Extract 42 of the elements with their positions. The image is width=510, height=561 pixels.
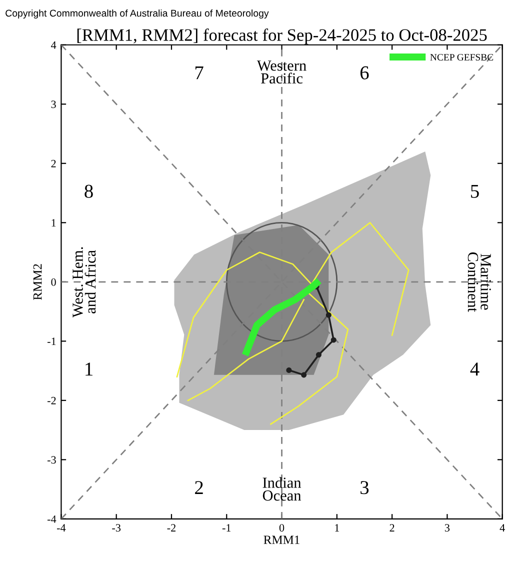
y-tick-label: 3: [51, 100, 56, 108]
annotation: 2: [195, 481, 203, 494]
point: [316, 352, 322, 358]
x-axis-title: RMM1: [264, 536, 300, 544]
annotation: 1: [86, 362, 92, 376]
y-tick-label: 2: [51, 160, 56, 168]
point: [330, 337, 336, 343]
x-tick-label: -3: [112, 524, 121, 532]
point: [326, 312, 332, 318]
annotation: Maritime Continent: [468, 252, 491, 312]
x-tick-label: 1: [335, 524, 340, 532]
annotation: 3: [360, 481, 369, 494]
text: Copyright Commonwealth of Australia Bureau of Meteorology: [6, 9, 269, 19]
x-tick-label: -4: [56, 524, 66, 532]
x-tick-label: 4: [500, 524, 505, 532]
chart-title: [RMM1, RMM2] forecast for Sep-24-2025 to Oct-08-2025: [77, 28, 487, 44]
y-tick-label: 4: [51, 41, 56, 49]
legend-label: NCEP GEFSBC: [430, 54, 494, 61]
y-tick-label: -4: [47, 515, 56, 523]
annotation: 8: [84, 184, 93, 198]
annotation: 5: [471, 184, 479, 198]
y-tick-label: 0: [51, 278, 56, 286]
line-series: [270, 293, 349, 425]
y-axis-title: RMM2: [33, 264, 42, 300]
y-tick-label: -2: [47, 396, 56, 404]
point: [286, 367, 292, 373]
y-tick-label: -1: [47, 338, 56, 346]
line-series: [187, 298, 305, 402]
x-tick-label: 3: [444, 524, 450, 532]
annotation: 6: [360, 66, 369, 80]
annotation: West. Hem. and Africa: [72, 247, 96, 318]
x-tick-label: -1: [222, 524, 231, 532]
y-tick-label: 1: [52, 219, 56, 226]
annotation: Western Pacific: [256, 60, 306, 84]
x-tick-label: -2: [167, 524, 176, 532]
annotation: Indian Ocean: [262, 477, 302, 501]
y-tick-label: -3: [47, 456, 56, 464]
annotation: 7: [195, 66, 204, 80]
point: [301, 372, 307, 378]
x-tick-label: 2: [390, 524, 394, 532]
x-tick-label: 0: [279, 524, 284, 532]
annotation: 4: [470, 362, 480, 376]
